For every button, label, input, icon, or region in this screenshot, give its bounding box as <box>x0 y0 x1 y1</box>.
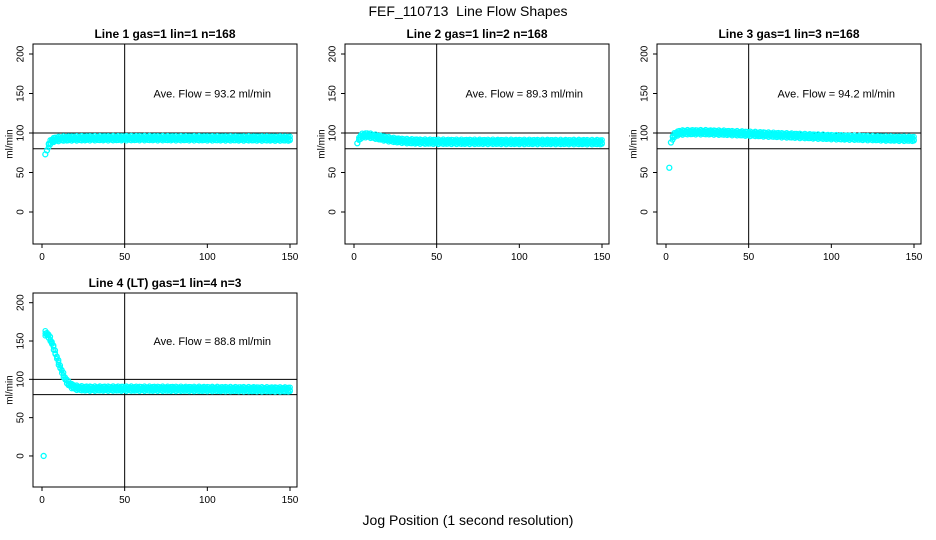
outlier-points <box>354 140 361 147</box>
outlier-points <box>666 139 675 171</box>
tick-labels: 0 50 100 150 0 50 100 150 200 <box>16 45 299 263</box>
tick-labels: 0 50 100 150 0 50 100 150 200 <box>16 294 299 506</box>
outlier-points <box>42 147 51 158</box>
x-tick-label: 0 <box>663 252 669 263</box>
y-tick-label: 100 <box>16 371 27 388</box>
x-axis-label: Jog Position (1 second resolution) <box>362 512 574 528</box>
x-tick-label: 100 <box>823 252 840 263</box>
y-tick-label: 150 <box>640 85 651 102</box>
panel-title: Line 4 (LT) gas=1 lin=4 n=3 <box>89 276 242 290</box>
y-tick-label: 100 <box>16 124 27 141</box>
y-axis-label: ml/min <box>5 375 16 404</box>
axes <box>656 43 922 245</box>
ave-flow-annotation: Ave. Flow = 88.8 ml/min <box>154 336 271 348</box>
tick-labels: 0 50 100 150 0 50 100 150 200 <box>328 45 611 263</box>
x-tick-label: 100 <box>199 252 216 263</box>
panel-line-1: 0 50 100 150 0 50 100 150 200 ml/min Line 1 gas=1 … <box>5 27 299 263</box>
panel-title: Line 2 gas=1 lin=2 n=168 <box>406 27 547 41</box>
data-points <box>45 132 293 151</box>
x-tick-label: 0 <box>351 252 357 263</box>
x-tick-label: 50 <box>743 252 755 263</box>
y-axis-label: ml/min <box>5 129 16 158</box>
y-tick-label: 150 <box>16 85 27 102</box>
y-tick-label: 200 <box>640 45 651 62</box>
x-tick-label: 0 <box>39 252 45 263</box>
x-tick-label: 100 <box>511 252 528 263</box>
x-tick-label: 150 <box>906 252 923 263</box>
y-tick-label: 200 <box>16 45 27 62</box>
x-tick-label: 50 <box>119 495 131 506</box>
y-axis-label: ml/min <box>629 129 640 158</box>
panel-line-3: 0 50 100 150 0 50 100 150 200 ml/min Line 3 gas=1 … <box>629 27 923 263</box>
panel-title: Line 3 gas=1 lin=3 n=168 <box>718 27 859 41</box>
y-tick-label: 50 <box>640 167 651 179</box>
data-points <box>669 126 917 145</box>
x-tick-label: 0 <box>39 495 45 506</box>
x-tick-label: 100 <box>199 495 216 506</box>
panel-title: Line 1 gas=1 lin=1 n=168 <box>94 27 235 41</box>
axes <box>344 43 610 245</box>
axes <box>32 43 298 245</box>
ave-flow-annotation: Ave. Flow = 93.2 ml/min <box>154 89 271 101</box>
ave-flow-annotation: Ave. Flow = 94.2 ml/min <box>778 89 895 101</box>
x-tick-label: 50 <box>431 252 443 263</box>
y-tick-label: 0 <box>328 209 339 215</box>
figure-title: FEF_110713 Line Flow Shapes <box>368 3 568 19</box>
y-tick-label: 0 <box>16 453 27 459</box>
x-tick-label: 150 <box>282 495 299 506</box>
y-tick-label: 150 <box>16 332 27 349</box>
panel-line-2: 0 50 100 150 0 50 100 150 200 ml/min Line 2 gas=1 … <box>317 27 611 263</box>
y-tick-label: 150 <box>328 85 339 102</box>
y-tick-label: 0 <box>16 209 27 215</box>
y-tick-label: 100 <box>640 124 651 141</box>
y-tick-label: 50 <box>16 167 27 179</box>
y-tick-label: 200 <box>16 294 27 311</box>
x-tick-label: 150 <box>594 252 611 263</box>
ave-flow-annotation: Ave. Flow = 89.3 ml/min <box>466 89 583 101</box>
data-points <box>356 130 605 148</box>
y-axis-label: ml/min <box>317 129 328 158</box>
y-tick-label: 100 <box>328 124 339 141</box>
x-tick-label: 150 <box>282 252 299 263</box>
outlier-points <box>40 452 47 460</box>
panel-line-4: 0 50 100 150 0 50 100 150 200 ml/min Line 4 (LT) g… <box>5 276 299 506</box>
data-points <box>42 327 293 395</box>
y-tick-label: 50 <box>16 412 27 424</box>
y-tick-label: 0 <box>640 209 651 215</box>
tick-labels: 0 50 100 150 0 50 100 150 200 <box>640 45 923 263</box>
y-tick-label: 200 <box>328 45 339 62</box>
y-tick-label: 50 <box>328 167 339 179</box>
x-tick-label: 50 <box>119 252 131 263</box>
